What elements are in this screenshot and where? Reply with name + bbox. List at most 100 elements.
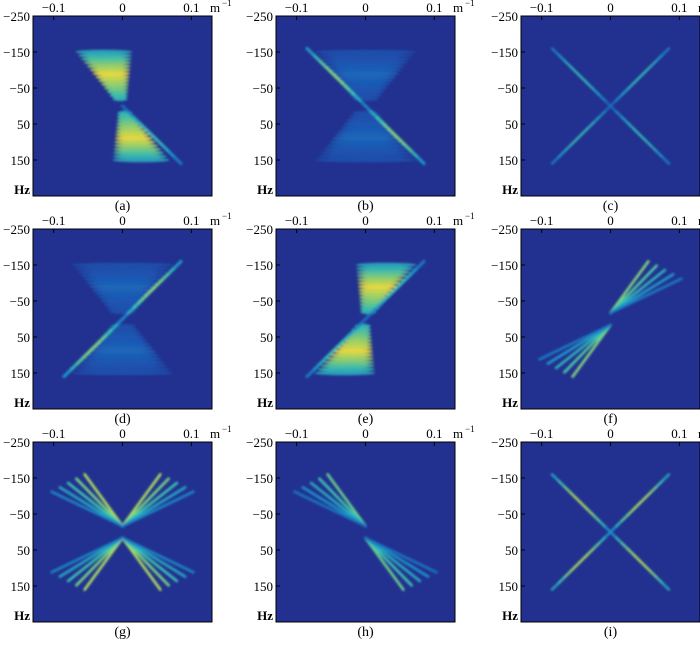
ray-lower <box>62 369 72 379</box>
x-unit-exponent: −1 <box>465 424 475 434</box>
ray-lower <box>305 369 315 379</box>
cross-arm <box>661 156 671 165</box>
fan-stripe <box>364 536 405 591</box>
y-tick-label: −150 <box>491 471 518 486</box>
cross-arm <box>644 64 653 73</box>
hourglass-stripe <box>114 136 153 141</box>
cross-arm <box>621 542 630 551</box>
hourglass-stripe <box>100 334 145 340</box>
hourglass-stripe <box>326 64 405 69</box>
cross-arm <box>562 145 571 154</box>
ray-lower <box>173 156 183 166</box>
cross-arm <box>621 87 630 96</box>
cross-arm <box>580 553 589 563</box>
y-unit-label: Hz <box>502 182 518 197</box>
heatmap-svg: −0.1 0 0.1 m −1 −250 −150 −50 50 150 Hz (e) <box>246 211 474 427</box>
cross-arm <box>609 99 618 108</box>
cross-arm <box>661 473 671 482</box>
ray-upper <box>416 259 426 269</box>
x-tick-label: 0.1 <box>671 426 687 441</box>
cross-arm <box>661 47 671 56</box>
y-tick-label: −50 <box>253 81 273 96</box>
hourglass-stripe <box>323 60 408 66</box>
heatmap-svg: −0.1 0 0.1 m −1 −250 −150 −50 50 150 Hz (d) <box>3 211 231 427</box>
x-tick-label: −0.1 <box>530 213 554 228</box>
cross-arm <box>597 110 606 119</box>
hourglass-stripe <box>114 139 156 145</box>
hourglass-stripe <box>358 287 395 293</box>
hourglass-stripe <box>92 287 153 293</box>
x-tick-label: −0.1 <box>42 0 66 15</box>
hourglass-stripe <box>113 146 161 152</box>
plot-background <box>33 442 212 622</box>
heatmap-svg: −0.1 0 0.1 m −1 −250 −150 −50 50 150 Hz (g) <box>3 424 232 640</box>
fan-stripe <box>83 536 124 591</box>
hourglass-stripe <box>92 71 131 76</box>
hourglass-stripe <box>333 349 374 354</box>
fan-stripe <box>326 473 367 528</box>
cross-arm <box>591 87 600 96</box>
fan-stripe <box>571 323 612 378</box>
x-tick-label: −0.1 <box>285 213 309 228</box>
y-tick-label: 150 <box>254 153 274 168</box>
cross-arm <box>632 75 641 85</box>
hourglass-stripe <box>75 49 133 55</box>
cross-arm <box>609 530 618 539</box>
hourglass-stripe <box>356 266 414 271</box>
hourglass-stripe <box>81 56 132 62</box>
y-tick-label: 150 <box>11 366 31 381</box>
hourglass-stripe <box>329 67 402 73</box>
cross-arm <box>556 576 565 586</box>
hourglass-stripe <box>106 89 129 94</box>
subplot-panel: −0.1 0 0.1 m −1 −250 −150 −50 50 150 Hz (g) <box>0 424 234 641</box>
y-tick-label: 150 <box>254 366 274 381</box>
x-tick-label: −0.1 <box>42 213 66 228</box>
hourglass-stripe <box>315 49 416 55</box>
y-tick-label: 150 <box>11 153 31 168</box>
cross-arm <box>568 64 577 73</box>
hourglass-stripe <box>72 370 173 376</box>
x-tick-label: 0 <box>362 0 369 15</box>
hourglass-stripe <box>342 338 373 343</box>
cross-arm <box>626 507 636 516</box>
y-tick-label: 50 <box>17 330 30 345</box>
y-unit-label: Hz <box>502 395 518 410</box>
cross-arm <box>650 145 659 154</box>
y-tick-label: −150 <box>491 45 518 60</box>
hourglass-stripe <box>357 284 398 289</box>
cross-arm <box>650 484 659 493</box>
fan-stripe <box>121 536 170 587</box>
x-tick-label: 0 <box>119 426 126 441</box>
hourglass-stripe <box>100 298 145 304</box>
hourglass-stripe <box>101 82 129 87</box>
x-tick-label: −0.1 <box>530 426 554 441</box>
y-tick-label: −250 <box>3 435 30 450</box>
hourglass-stripe <box>77 269 168 275</box>
hourglass-stripe <box>330 352 374 358</box>
hourglass-stripe <box>356 269 411 275</box>
hourglass-stripe <box>104 85 129 91</box>
cross-arm <box>556 52 565 62</box>
cross-arm <box>632 127 641 137</box>
hourglass-stripe <box>338 128 393 134</box>
hourglass-stripe <box>320 56 411 62</box>
y-tick-label: −150 <box>3 471 30 486</box>
hourglass-stripe <box>95 341 150 347</box>
cross-arm <box>574 496 583 505</box>
hourglass-stripe <box>317 367 375 372</box>
y-tick-label: 150 <box>254 579 274 594</box>
fan-stripe <box>364 536 413 587</box>
fan-stripe <box>609 277 683 315</box>
x-unit-exponent: −1 <box>222 424 232 434</box>
subplot-panel: −0.1 0 0.1 m −1 −250 −150 −50 50 150 Hz (h) <box>243 424 477 641</box>
hourglass-stripe <box>74 266 171 271</box>
cross-arm <box>656 576 665 586</box>
fan-stripe <box>538 323 612 361</box>
y-tick-label: −250 <box>3 9 30 24</box>
y-tick-label: −150 <box>3 258 30 273</box>
cross-arm <box>626 548 636 557</box>
fan-stripe <box>293 490 367 528</box>
hourglass-stripe <box>98 78 130 84</box>
